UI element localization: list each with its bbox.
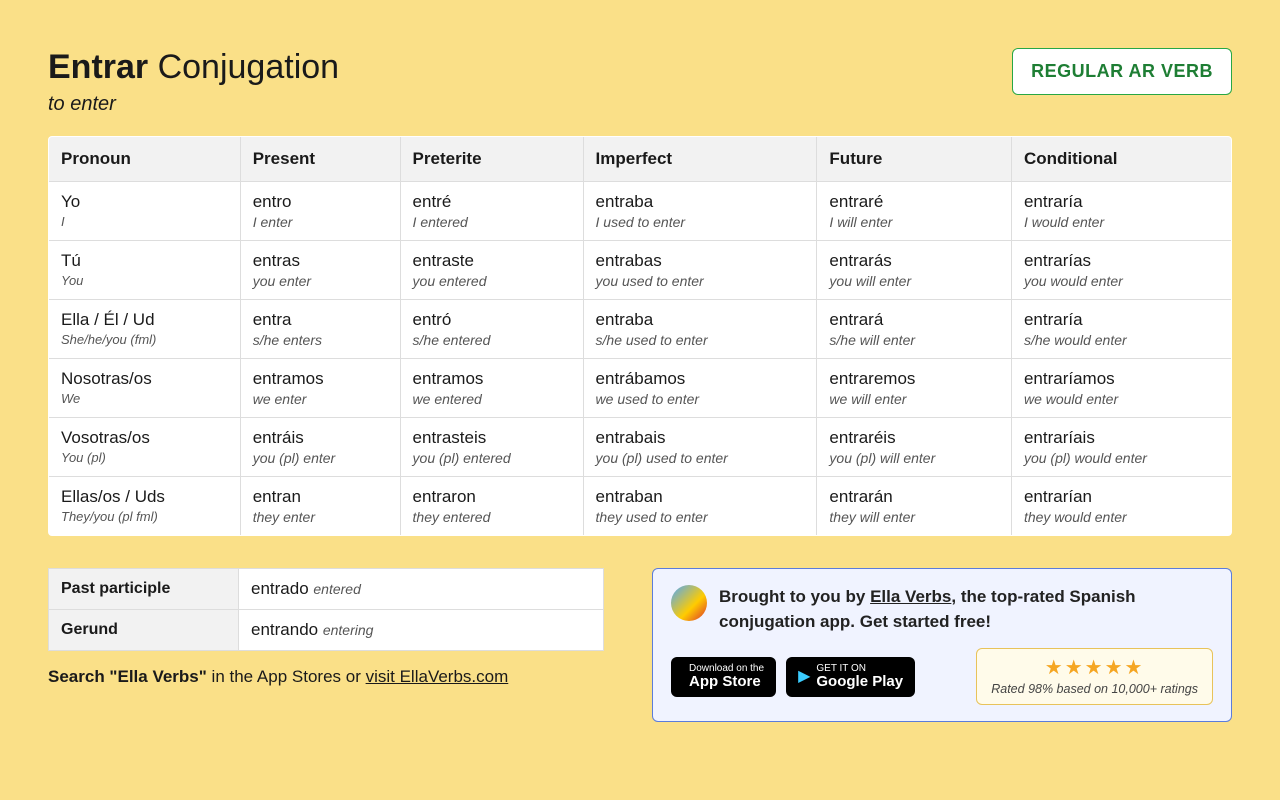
- conjugation-cell: entraránthey will enter: [817, 477, 1012, 536]
- conjugation-cell: entramoswe entered: [400, 359, 583, 418]
- form-value: entrado entered: [239, 569, 604, 610]
- conjugation-cell: entranthey enter: [240, 477, 400, 536]
- form-value: entrando entering: [239, 610, 604, 651]
- title-rest: Conjugation: [158, 48, 339, 86]
- column-header: Present: [240, 137, 400, 182]
- table-row: YoIentroI enterentréI enteredentrabaI us…: [49, 182, 1232, 241]
- conjugation-cell: entraríamoswe would enter: [1011, 359, 1231, 418]
- rating-text: Rated 98% based on 10,000+ ratings: [991, 682, 1198, 696]
- verb-forms-table: Past participleentrado enteredGerundentr…: [48, 568, 604, 651]
- rating-box: ★★★★★ Rated 98% based on 10,000+ ratings: [976, 648, 1213, 705]
- pronoun-cell: Nosotras/osWe: [49, 359, 241, 418]
- conjugation-cell: entrarías/he would enter: [1011, 300, 1231, 359]
- form-label: Gerund: [49, 610, 239, 651]
- form-row: Past participleentrado entered: [49, 569, 604, 610]
- column-header: Imperfect: [583, 137, 817, 182]
- conjugation-cell: entrabanthey used to enter: [583, 477, 817, 536]
- conjugation-cell: entrasteyou entered: [400, 241, 583, 300]
- conjugation-cell: entramoswe enter: [240, 359, 400, 418]
- conjugation-cell: entraríaisyou (pl) would enter: [1011, 418, 1231, 477]
- search-note: Search "Ella Verbs" in the App Stores or…: [48, 667, 604, 687]
- conjugation-cell: entrábamoswe used to enter: [583, 359, 817, 418]
- play-icon: ▶: [798, 668, 810, 686]
- app-icon: [671, 585, 707, 621]
- visit-link[interactable]: visit EllaVerbs.com: [366, 667, 509, 686]
- promo-box: Brought to you by Ella Verbs, the top-ra…: [652, 568, 1232, 722]
- conjugation-cell: entrós/he entered: [400, 300, 583, 359]
- conjugation-cell: entraréI will enter: [817, 182, 1012, 241]
- pronoun-cell: Ella / Él / UdShe/he/you (fml): [49, 300, 241, 359]
- conjugation-cell: entraréisyou (pl) will enter: [817, 418, 1012, 477]
- conjugation-cell: entroI enter: [240, 182, 400, 241]
- table-row: Vosotras/osYou (pl)entráisyou (pl) enter…: [49, 418, 1232, 477]
- pronoun-cell: TúYou: [49, 241, 241, 300]
- conjugation-cell: entráisyou (pl) enter: [240, 418, 400, 477]
- ella-verbs-link[interactable]: Ella Verbs: [870, 587, 951, 606]
- conjugation-cell: entras/he enters: [240, 300, 400, 359]
- conjugation-cell: entraronthey entered: [400, 477, 583, 536]
- table-row: Nosotras/osWeentramoswe enterentramoswe …: [49, 359, 1232, 418]
- table-row: Ella / Él / UdShe/he/you (fml)entras/he …: [49, 300, 1232, 359]
- pronoun-cell: Vosotras/osYou (pl): [49, 418, 241, 477]
- conjugation-table: PronounPresentPreteriteImperfectFutureCo…: [48, 136, 1232, 536]
- pronoun-cell: YoI: [49, 182, 241, 241]
- conjugation-cell: entraríanthey would enter: [1011, 477, 1231, 536]
- verb-name: Entrar: [48, 48, 148, 86]
- conjugation-cell: entraríasyou would enter: [1011, 241, 1231, 300]
- form-label: Past participle: [49, 569, 239, 610]
- column-header: Future: [817, 137, 1012, 182]
- stars-icon: ★★★★★: [991, 655, 1198, 680]
- conjugation-cell: entrabaisyou (pl) used to enter: [583, 418, 817, 477]
- column-header: Conditional: [1011, 137, 1231, 182]
- conjugation-cell: entraríaI would enter: [1011, 182, 1231, 241]
- page-title: Entrar Conjugation: [48, 48, 339, 87]
- conjugation-cell: entrasteisyou (pl) entered: [400, 418, 583, 477]
- search-note-rest: in the App Stores or: [207, 667, 366, 686]
- conjugation-cell: entréI entered: [400, 182, 583, 241]
- app-store-button[interactable]: Download on the App Store: [671, 657, 776, 697]
- conjugation-cell: entrarás/he will enter: [817, 300, 1012, 359]
- column-header: Preterite: [400, 137, 583, 182]
- table-row: TúYouentrasyou enterentrasteyou enterede…: [49, 241, 1232, 300]
- verb-type-badge: REGULAR AR VERB: [1012, 48, 1232, 95]
- column-header: Pronoun: [49, 137, 241, 182]
- conjugation-cell: entrarásyou will enter: [817, 241, 1012, 300]
- conjugation-cell: entraremoswe will enter: [817, 359, 1012, 418]
- promo-text: Brought to you by Ella Verbs, the top-ra…: [719, 585, 1213, 634]
- conjugation-cell: entrabasyou used to enter: [583, 241, 817, 300]
- conjugation-cell: entrabaI used to enter: [583, 182, 817, 241]
- pronoun-cell: Ellas/os / UdsThey/you (pl fml): [49, 477, 241, 536]
- conjugation-cell: entrasyou enter: [240, 241, 400, 300]
- conjugation-cell: entrabas/he used to enter: [583, 300, 817, 359]
- table-row: Ellas/os / UdsThey/you (pl fml)entranthe…: [49, 477, 1232, 536]
- verb-translation: to enter: [48, 93, 339, 116]
- search-note-bold: Search "Ella Verbs": [48, 667, 207, 686]
- form-row: Gerundentrando entering: [49, 610, 604, 651]
- google-play-button[interactable]: ▶ GET IT ON Google Play: [786, 657, 915, 697]
